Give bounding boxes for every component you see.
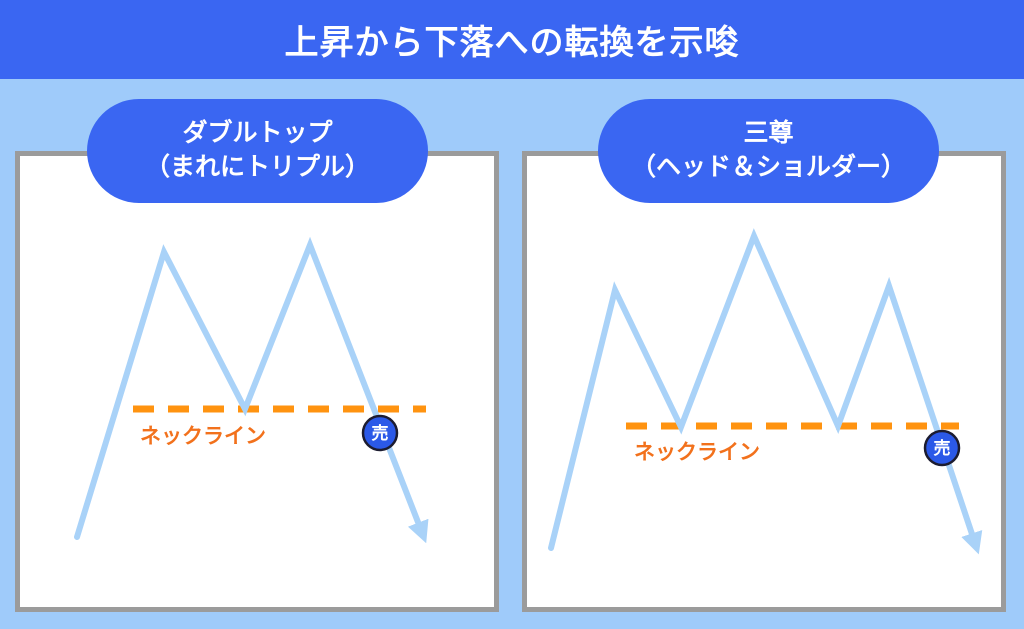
double-top-neckline-label: ネックライン (140, 425, 266, 448)
double-top-chart: ネックライン 売 (74, 236, 429, 544)
double-top-panel: ネックライン 売 (15, 151, 499, 612)
head-and-shoulders-heading-line1: 三尊 (743, 119, 794, 148)
title-bar: 上昇から下落への転換を示唆 (0, 0, 1024, 79)
head-and-shoulders-heading: 三尊 （ヘッド＆ショルダー） (598, 99, 939, 203)
page-title: 上昇から下落への転換を示唆 (284, 24, 740, 62)
double-top-heading-line2: （まれにトリプル） (144, 153, 370, 181)
head-and-shoulders-panel: ネックライン 売 (522, 151, 1006, 612)
sell-badge-label: 売 (934, 438, 951, 458)
double-top-sell-badge: 売 (361, 414, 399, 452)
sell-badge-label: 売 (372, 423, 389, 443)
sell-badge-circle (361, 414, 399, 452)
double-top-heading: ダブルトップ （まれにトリプル） (87, 99, 428, 203)
head-and-shoulders-heading-line2: （ヘッド＆ショルダー） (630, 153, 906, 181)
head-and-shoulders-neckline-label: ネックライン (634, 441, 760, 464)
head-and-shoulders-price-line (548, 228, 983, 555)
head-and-shoulders-sell-badge: 売 (923, 429, 961, 467)
sell-badge-circle (923, 429, 961, 467)
head-and-shoulders-chart: ネックライン 売 (548, 228, 983, 555)
double-top-heading-line1: ダブルトップ (182, 119, 333, 148)
double-top-price-line (74, 236, 429, 544)
